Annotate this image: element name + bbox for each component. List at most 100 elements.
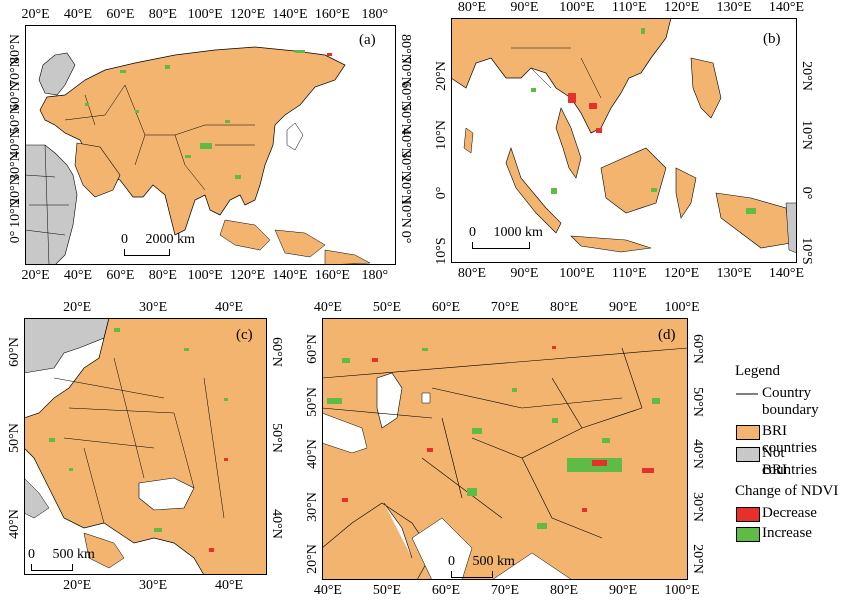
- tick-label-left: 60°N: [305, 334, 320, 365]
- eastern-europe-bri: [24, 318, 267, 575]
- tick-label-top: 100°E: [664, 300, 700, 315]
- map-panel-d-canvas: [322, 318, 688, 580]
- panel-label: (c): [236, 327, 253, 343]
- tick-label-bottom: 20°E: [21, 268, 50, 283]
- tick-label-bottom: 40°E: [63, 268, 93, 283]
- scale-bar-label: 0 500 km: [448, 554, 515, 569]
- tick-label-left: 10°S: [434, 237, 449, 266]
- tick-label-left: 50°N: [7, 423, 22, 453]
- tick-label-bottom: 80°E: [457, 266, 487, 281]
- ndvi-decrease-patches: [209, 458, 228, 552]
- ndvi-increase-patches: [49, 328, 228, 532]
- tick-label-top: 120°E: [230, 7, 266, 22]
- tick-label-right: 20°N: [799, 61, 814, 92]
- tick-label-right: 20°N: [690, 544, 705, 574]
- not-bri-swatch: [736, 447, 760, 462]
- tick-label-bottom: 100°E: [559, 266, 595, 281]
- tick-label-bottom: 60°E: [431, 583, 461, 598]
- tick-label-right: 60°N: [269, 337, 284, 368]
- map-panel-c-canvas: [24, 318, 267, 575]
- tick-label-left: 80°N: [8, 33, 23, 64]
- mainland-se-asia-bri: [451, 18, 672, 134]
- map-panel-b: (b) 0 1000 km: [451, 18, 797, 263]
- tick-label-top: 20°E: [63, 300, 92, 315]
- black-sea: [138, 477, 195, 511]
- tick-label-left: 30°N: [305, 491, 320, 522]
- scale-bar-line: [451, 571, 493, 578]
- philippines: [690, 57, 722, 119]
- tick-label-top: 130°E: [716, 0, 752, 15]
- tick-label-left: 40°N: [7, 508, 22, 539]
- map-panel-d: (d) 0 500 km: [322, 318, 688, 580]
- ndvi-decrease-patches: [342, 346, 654, 512]
- tick-label-top: 60°E: [106, 7, 135, 22]
- legend-subtitle: Change of NDVI: [735, 483, 839, 499]
- tick-label-left: 40°N: [305, 439, 320, 470]
- increase-swatch: [736, 527, 760, 542]
- tick-label-top: 30°E: [139, 300, 168, 315]
- map-panel-c: (c) 0 500 km: [24, 318, 267, 575]
- tick-label-top: 50°E: [372, 300, 401, 315]
- tick-label-left: 20°N: [434, 61, 449, 92]
- tick-label-top: 100°E: [187, 7, 223, 22]
- tick-label-bottom: 80°E: [148, 268, 177, 283]
- panel-label: (d): [658, 327, 676, 343]
- map-panel-a-canvas: [25, 25, 396, 265]
- tick-label-bottom: 110°E: [611, 266, 647, 281]
- tick-label-bottom: 30°E: [139, 578, 168, 593]
- tick-label-bottom: 180°: [361, 268, 389, 283]
- tick-label-right: 40°N: [690, 439, 705, 470]
- scale-bar-label: 0 2000 km: [121, 232, 195, 247]
- tick-label-right: 50°N: [269, 423, 284, 453]
- tick-label-right: 0°: [799, 186, 814, 200]
- scale-bar-line: [124, 249, 170, 256]
- tick-label-top: 70°E: [490, 300, 520, 315]
- tick-label-top: 60°E: [431, 300, 461, 315]
- tick-label-bottom: 70°E: [490, 583, 520, 598]
- legend-label: BRI countries: [762, 423, 817, 456]
- tick-label-bottom: 80°E: [549, 583, 579, 598]
- tick-label-bottom: 90°E: [608, 583, 638, 598]
- scale-bar: 0 500 km: [448, 554, 515, 578]
- tick-label-bottom: 120°E: [664, 266, 700, 281]
- tick-label-bottom: 120°E: [230, 268, 266, 283]
- tick-label-bottom: 40°E: [313, 583, 342, 598]
- map-panel-a: (a) 0 2000 km: [25, 25, 396, 265]
- tick-label-right: 0°: [398, 230, 413, 244]
- scale-bar-line: [472, 242, 530, 249]
- tick-label-bottom: 100°E: [187, 268, 223, 283]
- tick-label-bottom: 90°E: [510, 266, 539, 281]
- tick-label-top: 100°E: [559, 0, 595, 15]
- tick-label-bottom: 40°E: [214, 578, 244, 593]
- tick-label-left: 60°N: [7, 337, 22, 368]
- scandinavia-not-bri: [38, 52, 76, 96]
- tick-label-top: 90°E: [608, 300, 638, 315]
- scale-bar: 0 2000 km: [121, 232, 195, 256]
- scale-bar: 0 500 km: [28, 547, 95, 571]
- tick-label-left: 50°N: [305, 386, 320, 417]
- tick-label-bottom: 50°E: [372, 583, 401, 598]
- ndvi-increase-patches: [531, 28, 756, 214]
- tick-label-top: 120°E: [664, 0, 700, 15]
- borneo: [600, 147, 667, 214]
- boundary-line-symbol: [736, 393, 758, 395]
- tick-label-right: 40°N: [269, 508, 284, 539]
- tick-label-top: 180°: [361, 7, 389, 22]
- tick-label-bottom: 20°E: [63, 578, 92, 593]
- panel-label: (b): [763, 31, 781, 47]
- tick-label-left: 10°N: [434, 119, 449, 150]
- tick-label-top: 20°E: [21, 7, 50, 22]
- scale-bar-label: 0 500 km: [28, 547, 95, 562]
- tick-label-right: 60°N: [690, 334, 705, 365]
- tick-label-left: 20°N: [305, 544, 320, 574]
- arabian-sea: [411, 517, 473, 580]
- caspian-sea: [376, 372, 403, 429]
- panel-label: (a): [359, 32, 376, 48]
- scale-bar-line: [31, 564, 73, 571]
- ndvi-increase-patches: [85, 50, 305, 179]
- tick-label-right: 30°N: [690, 491, 705, 522]
- tick-label-bottom: 140°E: [272, 268, 308, 283]
- map-panel-b-canvas: [451, 18, 797, 263]
- tick-label-top: 140°E: [272, 7, 308, 22]
- tick-label-right: 10°S: [799, 237, 814, 266]
